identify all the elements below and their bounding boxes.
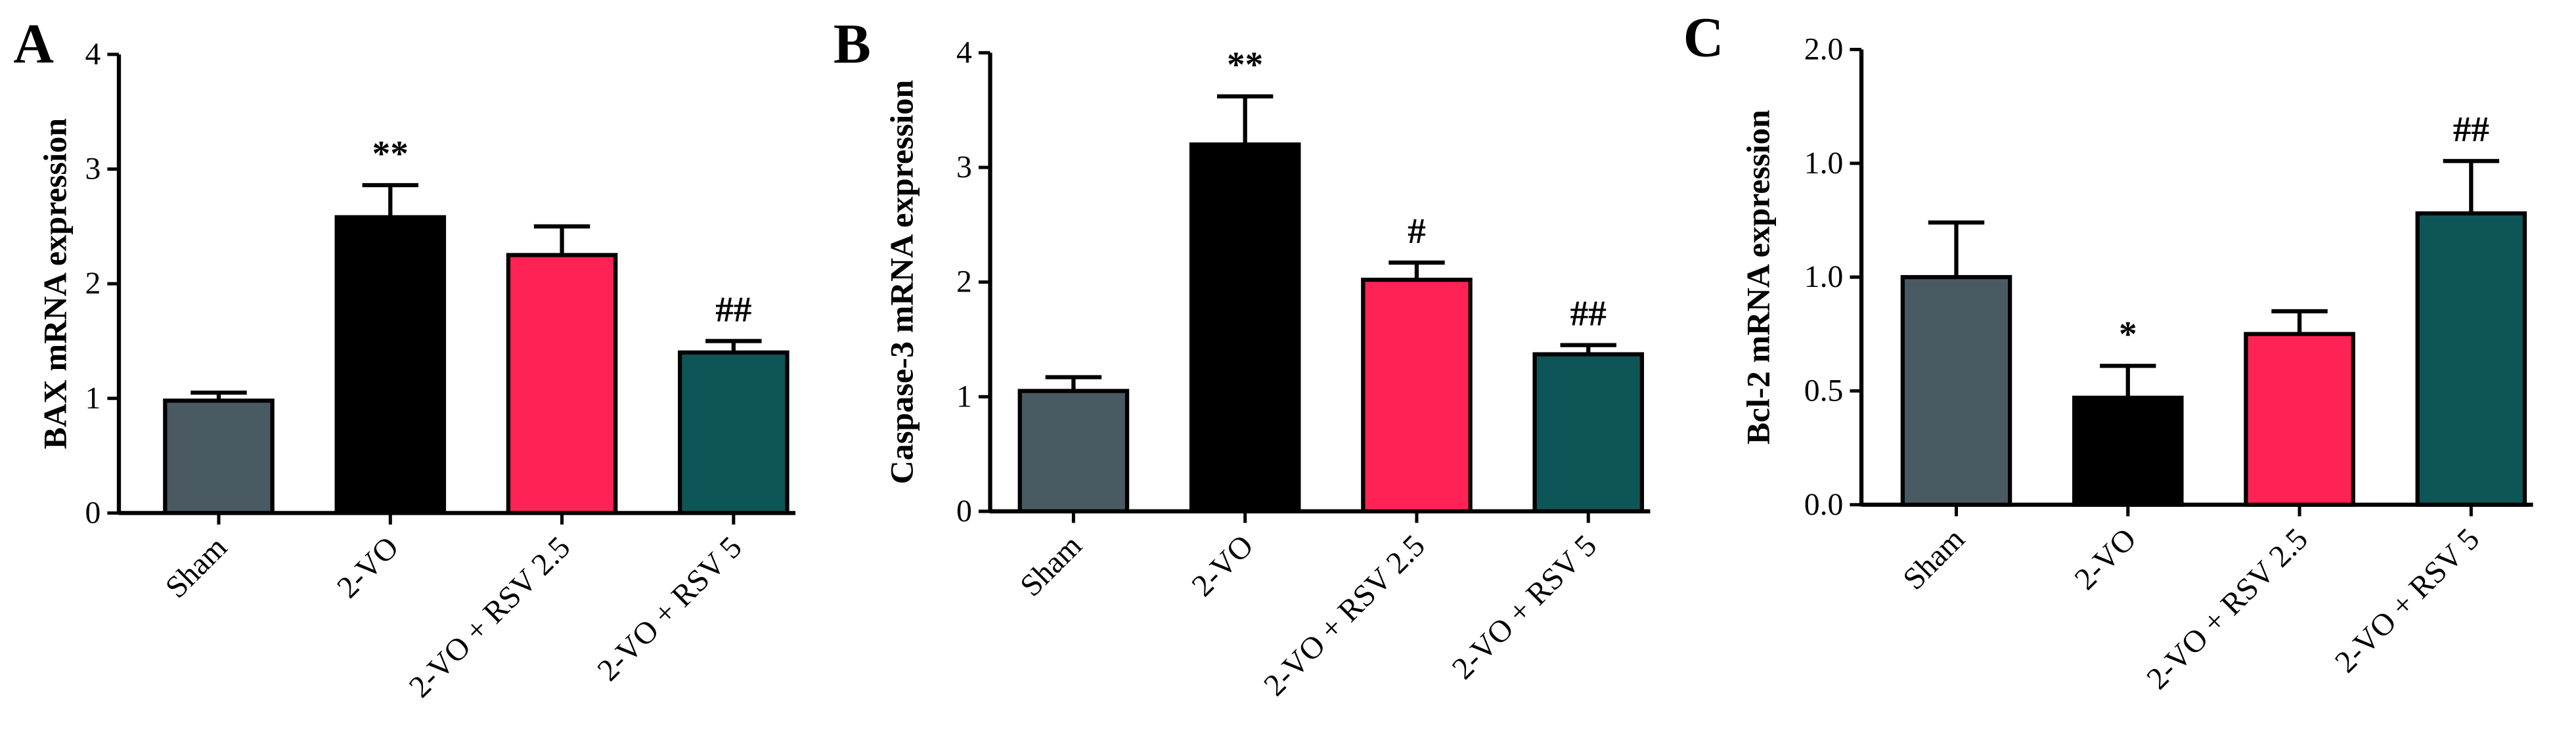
bar <box>1532 352 1645 513</box>
x-tick-label: 2-VO + RSV 2.5 <box>2140 521 2315 696</box>
y-axis-label: BAX mRNA expression <box>37 118 74 449</box>
y-tick-label: 0.0 <box>1804 487 1844 522</box>
y-tick-label: 3 <box>85 152 101 186</box>
y-tick-label: 2 <box>85 266 101 301</box>
significance-mark: ** <box>1227 45 1263 85</box>
bar <box>1900 274 2012 507</box>
y-tick-label: 2 <box>956 265 972 299</box>
x-tick-label: Sham <box>1013 528 1088 603</box>
significance-mark: ## <box>1570 293 1607 333</box>
bar <box>334 215 447 515</box>
significance-mark: ** <box>372 133 409 173</box>
x-tick-label: Sham <box>1896 521 1971 596</box>
x-tick-label: Sham <box>159 530 234 605</box>
x-tick-label: 2-VO <box>2068 521 2143 596</box>
y-tick-label: 4 <box>956 35 972 70</box>
y-tick-label: 1.0 <box>1804 146 1844 181</box>
x-tick-label: 2-VO + RSV 5 <box>590 530 749 688</box>
y-axis-label: Bcl-2 mRNA expression <box>1739 110 1776 444</box>
bar <box>1361 277 1473 513</box>
significance-mark: # <box>1408 211 1426 251</box>
y-tick-label: 0 <box>956 494 972 529</box>
bar <box>163 399 275 515</box>
y-tick-label: 1 <box>956 379 972 414</box>
y-tick-label: 0 <box>85 495 101 530</box>
y-tick-label: 1.0 <box>1804 259 1844 294</box>
bar <box>1189 142 1301 513</box>
x-tick-label: 2-VO + RSV 5 <box>2328 521 2487 680</box>
x-tick-label: 2-VO + RSV 2.5 <box>1257 528 1432 703</box>
y-axis-label: Caspase-3 mRNA expression <box>883 80 920 485</box>
y-tick-label: 0.5 <box>1804 373 1844 408</box>
bar <box>1017 389 1130 513</box>
panel-label: A <box>13 13 54 75</box>
bar <box>2415 211 2527 507</box>
significance-mark: ## <box>715 289 751 329</box>
bar <box>506 253 618 515</box>
panel-label: C <box>1683 7 1724 68</box>
significance-mark: * <box>2119 314 2137 354</box>
bar <box>2072 395 2184 507</box>
x-tick-label: 2-VO <box>330 530 405 605</box>
y-tick-label: 4 <box>85 37 101 72</box>
bar <box>2244 332 2355 507</box>
x-tick-label: 2-VO + RSV 2.5 <box>403 530 577 704</box>
x-tick-label: 2-VO <box>1185 528 1260 603</box>
y-tick-label: 1 <box>85 381 101 416</box>
panel-label: B <box>833 13 871 75</box>
bar <box>678 350 789 515</box>
y-tick-label: 2.0 <box>1804 32 1844 66</box>
y-tick-label: 3 <box>956 150 972 184</box>
significance-mark: ## <box>2453 109 2489 149</box>
x-tick-label: 2-VO + RSV 5 <box>1446 528 1604 686</box>
